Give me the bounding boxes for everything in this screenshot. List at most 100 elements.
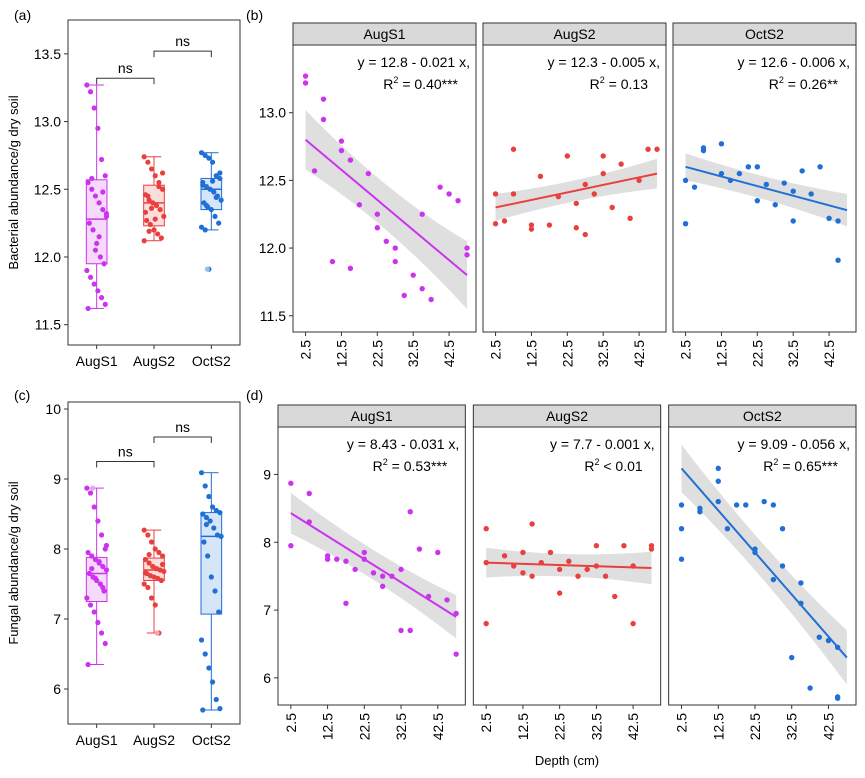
data-point: [392, 245, 398, 251]
data-point: [144, 217, 150, 224]
data-point: [100, 563, 106, 570]
data-point: [573, 200, 579, 207]
data-point: [218, 197, 224, 203]
data-point: [87, 602, 94, 608]
data-point: [85, 179, 91, 186]
data-point: [320, 96, 327, 102]
y-tick-label: 8: [53, 541, 61, 557]
data-point: [407, 509, 413, 515]
data-point: [89, 186, 95, 192]
x-tick-label: 22.5: [369, 340, 385, 367]
data-point: [520, 570, 526, 576]
data-point: [156, 183, 162, 190]
data-point: [207, 518, 213, 524]
data-point: [145, 584, 151, 591]
x-tick-label: 12.5: [320, 713, 336, 740]
r-squared-label: R2 = 0.26**: [769, 75, 839, 92]
data-point: [627, 215, 633, 221]
x-tick-label: AugS2: [133, 353, 175, 369]
data-point: [152, 546, 158, 552]
significance-label: ns: [175, 33, 190, 49]
data-point: [92, 575, 99, 582]
data-point: [213, 173, 219, 179]
data-point: [817, 164, 823, 170]
facet-title: AugS2: [546, 408, 588, 424]
data-point: [92, 247, 99, 253]
y-tick-label: 13.5: [34, 46, 61, 62]
x-tick-label: 32.5: [393, 713, 409, 740]
data-point: [772, 202, 778, 208]
data-point: [148, 205, 155, 211]
data-point: [103, 567, 110, 573]
comparison-bracket: [153, 50, 212, 58]
data-point: [206, 493, 212, 500]
data-point: [200, 511, 206, 517]
y-tick-label: 12.5: [259, 172, 286, 188]
data-point: [141, 527, 147, 533]
data-point: [161, 568, 167, 575]
x-tick-label: 2.5: [678, 340, 694, 360]
data-point: [101, 261, 107, 267]
data-point: [392, 258, 398, 265]
data-point: [209, 504, 216, 510]
x-tick-label: 42.5: [441, 340, 457, 367]
data-point: [410, 272, 416, 278]
data-point: [591, 191, 597, 197]
regression-line: [486, 561, 652, 570]
data-point: [645, 146, 651, 152]
data-point: [100, 189, 106, 195]
data-point: [612, 593, 618, 600]
r-squared-label: R2 = 0.53***: [373, 457, 448, 474]
data-point: [761, 498, 767, 505]
data-point: [156, 179, 162, 186]
x-tick-label: 2.5: [283, 713, 299, 733]
data-point: [147, 221, 153, 228]
data-point: [546, 222, 553, 228]
x-tick-label: 12.5: [713, 340, 729, 367]
data-point: [213, 696, 219, 703]
data-point: [157, 206, 163, 213]
data-point: [146, 560, 152, 566]
y-axis-label: Fungal abundance/g dry soil: [6, 481, 21, 644]
data-point: [419, 211, 425, 217]
data-point: [148, 166, 155, 172]
data-point: [202, 651, 208, 657]
data-point: [306, 490, 312, 497]
data-point: [216, 609, 222, 615]
data-point: [155, 231, 161, 237]
data-point: [94, 240, 100, 247]
outlier-point: [90, 485, 96, 491]
data-point: [208, 574, 214, 580]
data-point: [148, 595, 155, 601]
data-point: [198, 224, 205, 230]
data-point: [453, 651, 459, 657]
data-point: [464, 245, 470, 251]
regression-line: [680, 467, 848, 659]
r-squared-label: R2 < 0.01: [584, 457, 643, 474]
data-point: [835, 257, 841, 263]
regression-line: [290, 512, 457, 618]
x-tick-label: 12.5: [333, 340, 349, 367]
data-point: [142, 570, 149, 576]
x-tick-label: AugS1: [76, 353, 118, 369]
data-point: [365, 170, 372, 177]
data-point: [102, 640, 108, 647]
data-point: [141, 154, 147, 160]
data-point: [834, 695, 841, 701]
data-point: [564, 153, 571, 159]
data-point: [483, 559, 489, 566]
data-point: [159, 186, 166, 192]
data-point: [103, 211, 110, 217]
data-point: [146, 552, 152, 558]
x-tick-label: 32.5: [405, 340, 421, 367]
data-point: [152, 173, 158, 179]
data-point: [213, 194, 219, 200]
data-point: [302, 80, 309, 86]
data-point: [573, 225, 579, 231]
data-point: [700, 145, 707, 151]
data-point: [835, 218, 841, 224]
data-point: [334, 556, 340, 562]
data-point: [492, 191, 499, 197]
data-point: [153, 202, 160, 209]
y-tick-label: 8: [263, 534, 271, 550]
